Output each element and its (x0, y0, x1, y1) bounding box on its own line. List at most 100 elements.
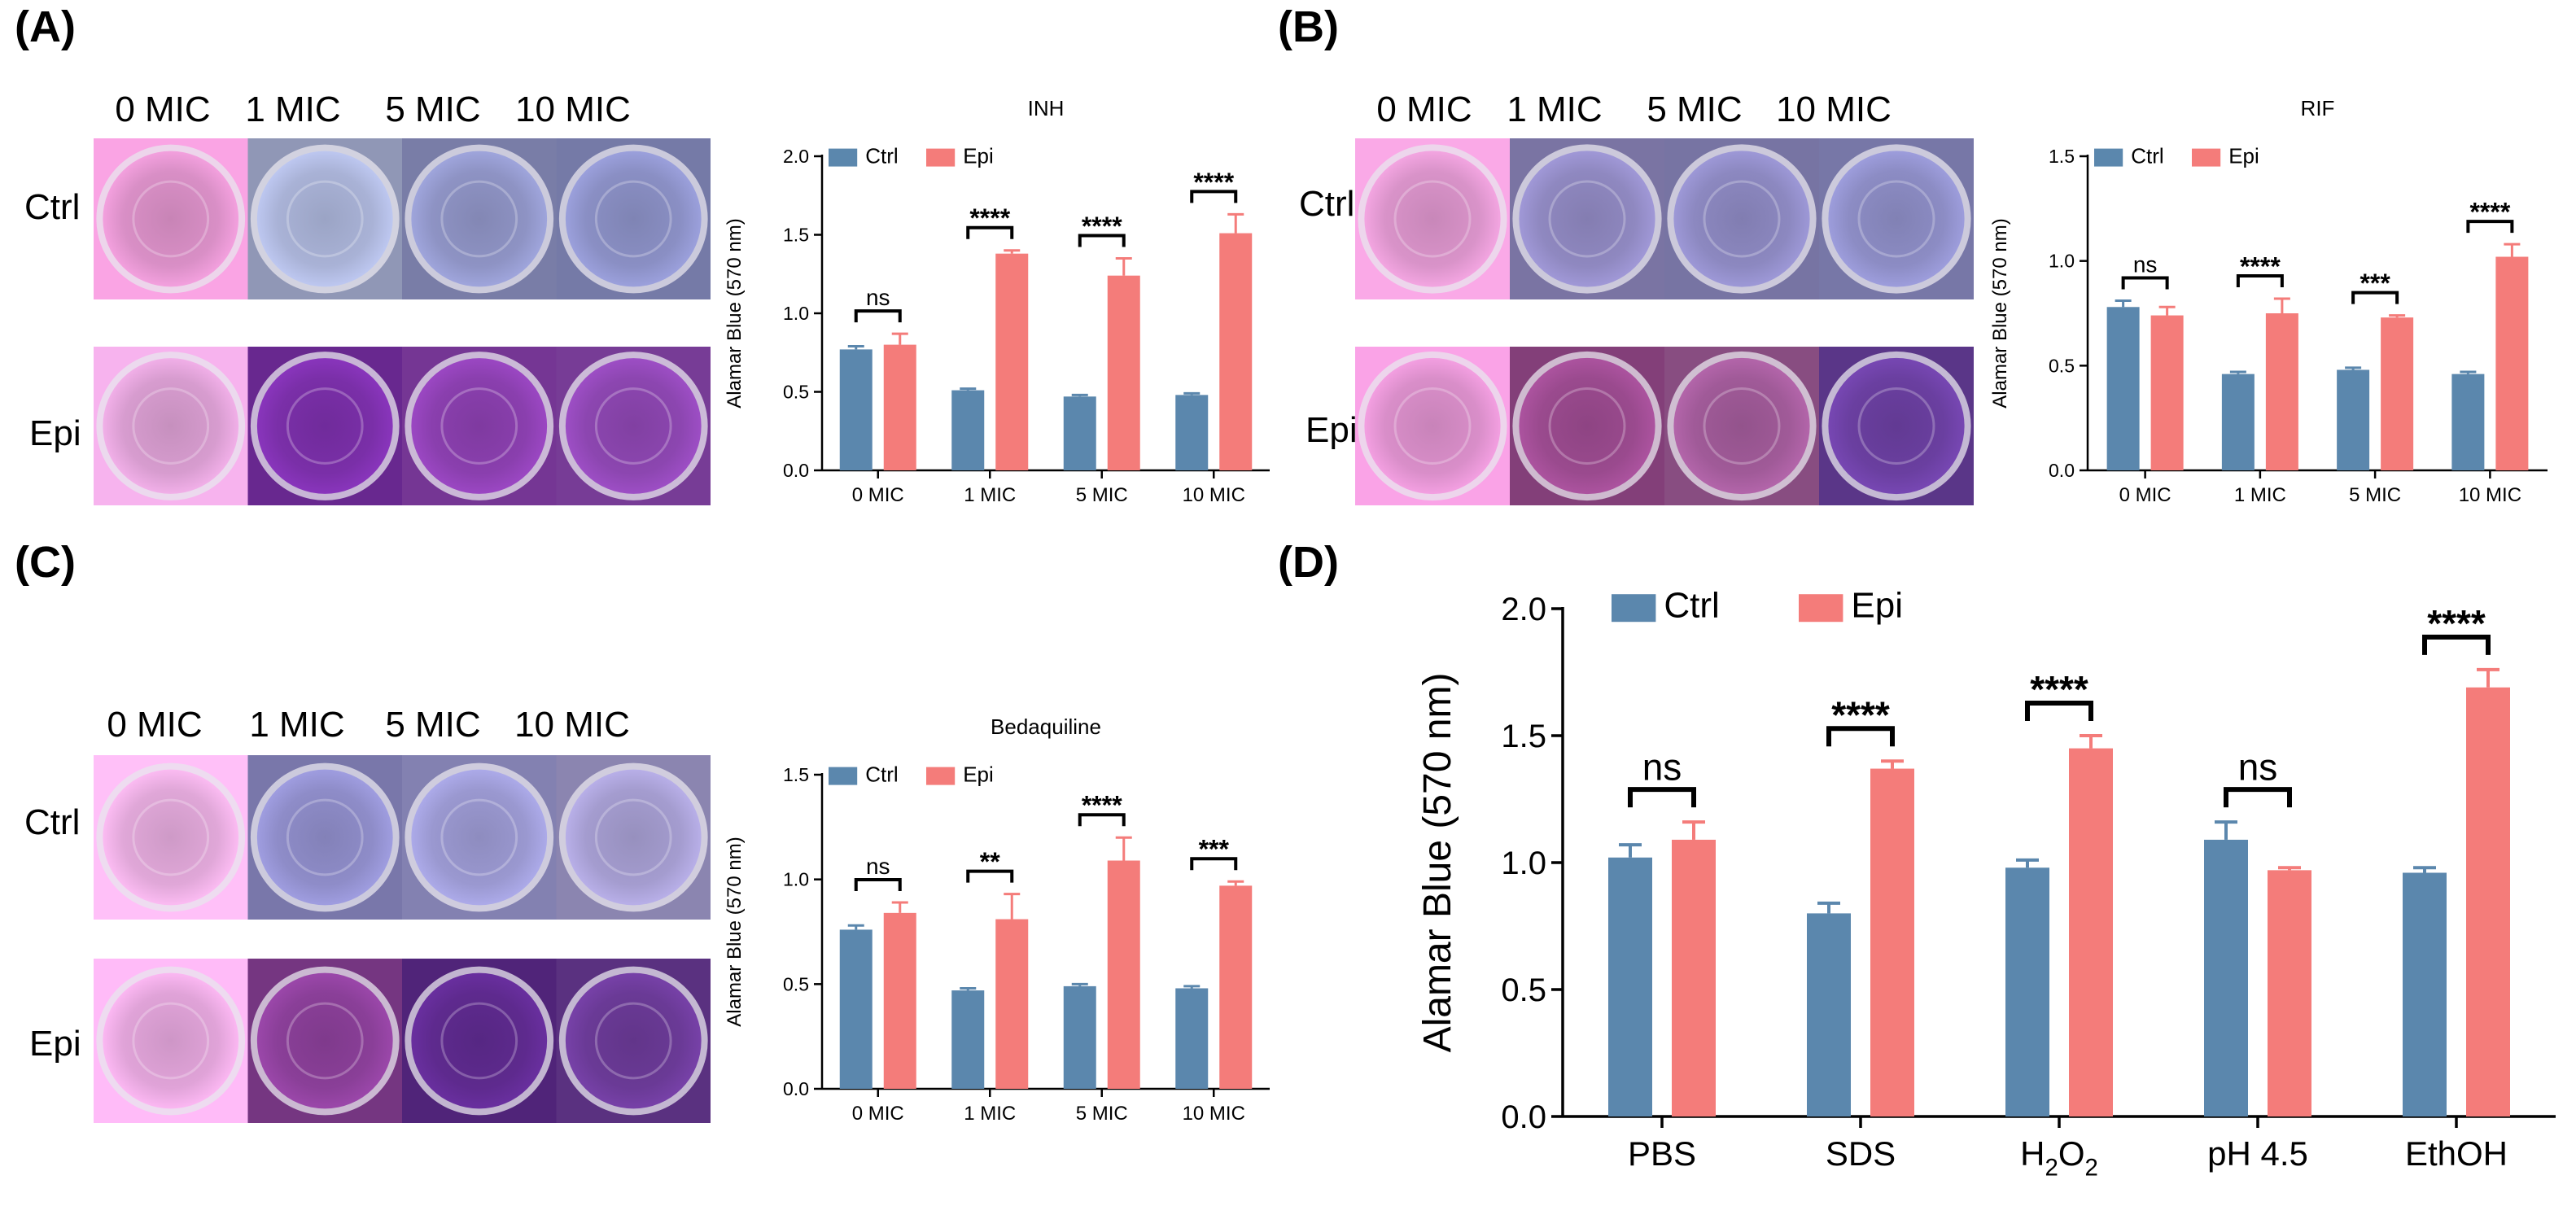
bar-epi (1219, 233, 1253, 470)
y-axis-label: Alamar Blue (570 nm) (1989, 218, 2011, 408)
y-tick-label: 1.0 (783, 303, 809, 324)
bar-ctrl (2403, 872, 2447, 1116)
well-reflection (132, 180, 210, 258)
legend-label-ctrl: Ctrl (1664, 585, 1719, 625)
column-label-b-2: 5 MIC (1647, 90, 1743, 129)
significance-label: ** (980, 847, 1000, 876)
bar-ctrl (2106, 307, 2140, 470)
significance-label: **** (2030, 668, 2088, 710)
plate-photo-a-epi (94, 347, 711, 505)
row-label-a-ctrl: Ctrl (24, 187, 81, 227)
bar-epi (2265, 313, 2298, 470)
well-liquid (565, 769, 702, 906)
row-label-a-epi: Epi (29, 413, 81, 453)
legend-label-epi: Epi (2228, 144, 2259, 168)
bar-ctrl (2451, 374, 2485, 470)
column-label-c-3: 10 MIC (514, 705, 630, 745)
significance-label: **** (1082, 791, 1122, 820)
bar-epi (1107, 275, 1140, 470)
column-label-a-1: 1 MIC (245, 90, 341, 129)
well-liquid (103, 151, 239, 287)
significance-label: **** (2240, 251, 2281, 281)
significance-bracket (854, 877, 902, 891)
column-label-c-1: 1 MIC (249, 705, 345, 745)
column-label-c-0: 0 MIC (107, 705, 203, 745)
well-reflection (132, 1002, 210, 1080)
significance-bracket (2236, 273, 2284, 287)
well-liquid (411, 151, 548, 287)
well-liquid (256, 151, 393, 287)
significance-bracket (966, 225, 1014, 239)
significance-label: **** (969, 203, 1010, 233)
well-reflection (1548, 180, 1626, 258)
bar-ctrl (2337, 369, 2370, 470)
x-tick-label: 10 MIC (1183, 1103, 1245, 1125)
legend-label-epi: Epi (963, 762, 994, 787)
well-liquid (103, 358, 239, 494)
row-label-c-ctrl: Ctrl (24, 802, 81, 842)
y-tick-label: 1.5 (2049, 146, 2075, 167)
significance-bracket (2121, 276, 2169, 290)
x-tick-label: 5 MIC (1076, 484, 1128, 506)
y-tick-label: 1.0 (2049, 251, 2075, 272)
row-label-b-ctrl: Ctrl (1299, 184, 1355, 224)
well-reflection (1857, 180, 1935, 258)
row-label-c-epi: Epi (29, 1024, 81, 1064)
bar-ctrl (839, 349, 873, 470)
column-label-a-3: 10 MIC (515, 90, 631, 129)
significance-label: ns (866, 285, 890, 310)
well-liquid (565, 151, 702, 287)
well-liquid (103, 769, 239, 906)
bar-ctrl (951, 390, 985, 470)
well-reflection (286, 1002, 364, 1080)
well-reflection (440, 1002, 518, 1080)
bar-epi (995, 919, 1029, 1089)
significance-bracket (1826, 726, 1895, 747)
well-liquid (1519, 151, 1655, 287)
well-reflection (594, 180, 672, 258)
bar-epi (1870, 768, 1914, 1116)
well-reflection (286, 180, 364, 258)
significance-label: ns (866, 854, 890, 879)
x-tick-label: 10 MIC (1183, 484, 1245, 506)
plate-svg (1355, 138, 1974, 299)
plate-svg (94, 347, 711, 505)
well-liquid (1364, 151, 1501, 287)
well-reflection (594, 798, 672, 876)
bar-epi (2495, 256, 2529, 470)
column-label-b-3: 10 MIC (1776, 90, 1892, 129)
well-liquid (256, 972, 393, 1109)
y-tick-label: 0.5 (783, 382, 809, 403)
row-label-b-epi: Epi (1305, 410, 1358, 450)
bar-epi (883, 912, 916, 1089)
well-liquid (1673, 151, 1810, 287)
bar-epi (2381, 317, 2414, 470)
legend-swatch-epi (926, 148, 956, 167)
x-tick-label: 0 MIC (2119, 484, 2171, 506)
significance-bracket (1078, 234, 1126, 247)
chart-d: 0.0 0.5 1.0 1.5 2.0 Alamar Blue (570 nm) ns PBS… (1416, 585, 2556, 1182)
well-liquid (103, 972, 239, 1109)
y-axis-label: Alamar Blue (570 nm) (1416, 673, 1459, 1053)
bar-ctrl (839, 929, 873, 1089)
y-tick-label: 0.5 (783, 973, 809, 994)
bar-epi (2466, 687, 2510, 1116)
significance-label: ns (2238, 746, 2278, 789)
bar-ctrl (1175, 988, 1209, 1089)
legend-swatch-epi (2192, 148, 2221, 167)
x-tick-label: 0 MIC (852, 484, 904, 506)
x-tick-label: 5 MIC (1076, 1103, 1128, 1125)
plate-svg (94, 959, 711, 1123)
x-tick-label: EthOH (2405, 1134, 2508, 1173)
bar-epi (995, 253, 1029, 470)
column-label-a-2: 5 MIC (385, 90, 481, 129)
well-reflection (132, 387, 210, 465)
bar-epi (1107, 860, 1140, 1089)
bar-epi (2268, 870, 2311, 1116)
significance-bracket (1190, 190, 1238, 203)
well-reflection (1703, 387, 1781, 465)
plate-photo-b-epi (1355, 347, 1974, 505)
y-tick-label: 0.5 (1501, 972, 1546, 1008)
well-reflection (440, 798, 518, 876)
x-tick-label: 1 MIC (2234, 484, 2286, 506)
